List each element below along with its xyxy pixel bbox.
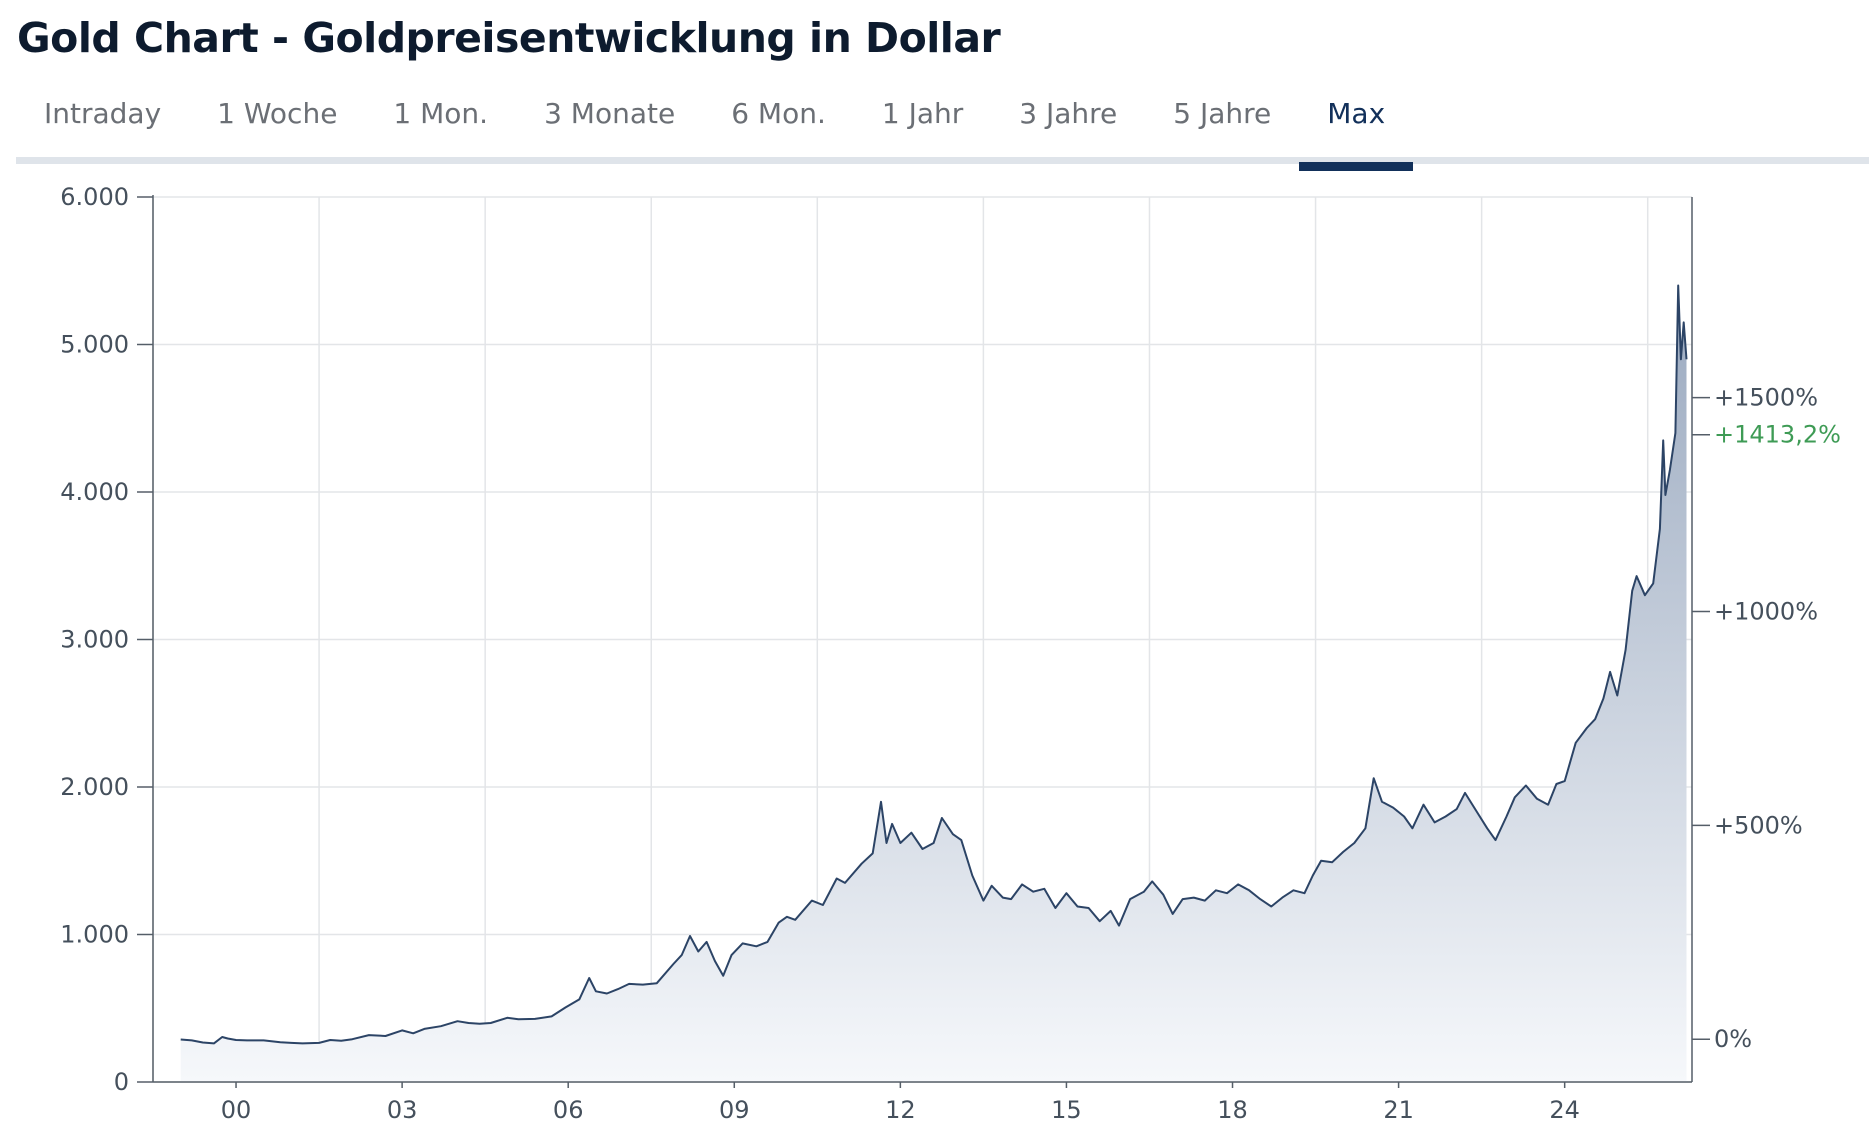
price-area <box>180 284 1688 1082</box>
y-tick-label: 1.000 <box>60 921 129 949</box>
tab-intraday[interactable]: Intraday <box>44 97 162 130</box>
timeframe-tabs: Intraday 1 Woche 1 Mon. 3 Monate 6 Mon. … <box>16 92 1869 171</box>
tab-5-jahre[interactable]: 5 Jahre <box>1173 97 1272 130</box>
y-tick-label: 5.000 <box>60 331 129 359</box>
x-tick-label: 18 <box>1217 1096 1248 1124</box>
tick-labels: 0 1.000 2.000 3.000 4.000 5.000 6.000 00 03 06 09 1… <box>60 183 1841 1124</box>
current-change-label: +1413,2% <box>1714 421 1841 449</box>
y-tick-label: 4.000 <box>60 478 129 506</box>
x-tick-label: 06 <box>553 1096 584 1124</box>
y-tick-label: 3.000 <box>60 626 129 654</box>
right-tick-label: 0% <box>1714 1025 1752 1053</box>
tab-max[interactable]: Max <box>1299 92 1414 171</box>
page-title: Gold Chart - Goldpreisentwicklung in Dol… <box>17 14 1001 62</box>
price-chart: 0 1.000 2.000 3.000 4.000 5.000 6.000 00 03 06 09 1… <box>60 183 1841 1124</box>
x-tick-label: 12 <box>885 1096 916 1124</box>
tab-6-mon[interactable]: 6 Mon. <box>731 97 826 130</box>
y-tick-label: 0 <box>114 1068 129 1096</box>
tab-3-jahre[interactable]: 3 Jahre <box>1019 97 1118 130</box>
tab-1-jahr[interactable]: 1 Jahr <box>881 97 964 130</box>
x-tick-label: 03 <box>387 1096 418 1124</box>
tab-1-mon[interactable]: 1 Mon. <box>393 97 489 130</box>
y-tick-label: 6.000 <box>60 183 129 211</box>
price-line <box>180 284 1688 1045</box>
price-area-fill <box>180 285 1687 1082</box>
x-tick-label: 09 <box>719 1096 750 1124</box>
x-tick-label: 00 <box>221 1096 252 1124</box>
right-tick-label: +1500% <box>1714 384 1818 412</box>
tab-1-woche[interactable]: 1 Woche <box>217 97 338 130</box>
axes <box>137 195 1710 1088</box>
x-tick-label: 21 <box>1383 1096 1414 1124</box>
right-tick-label: +1000% <box>1714 597 1818 625</box>
x-tick-label: 15 <box>1051 1096 1082 1124</box>
y-tick-label: 2.000 <box>60 773 129 801</box>
x-tick-label: 24 <box>1549 1096 1580 1124</box>
tab-3-monate[interactable]: 3 Monate <box>544 97 676 130</box>
right-tick-label: +500% <box>1714 811 1803 839</box>
